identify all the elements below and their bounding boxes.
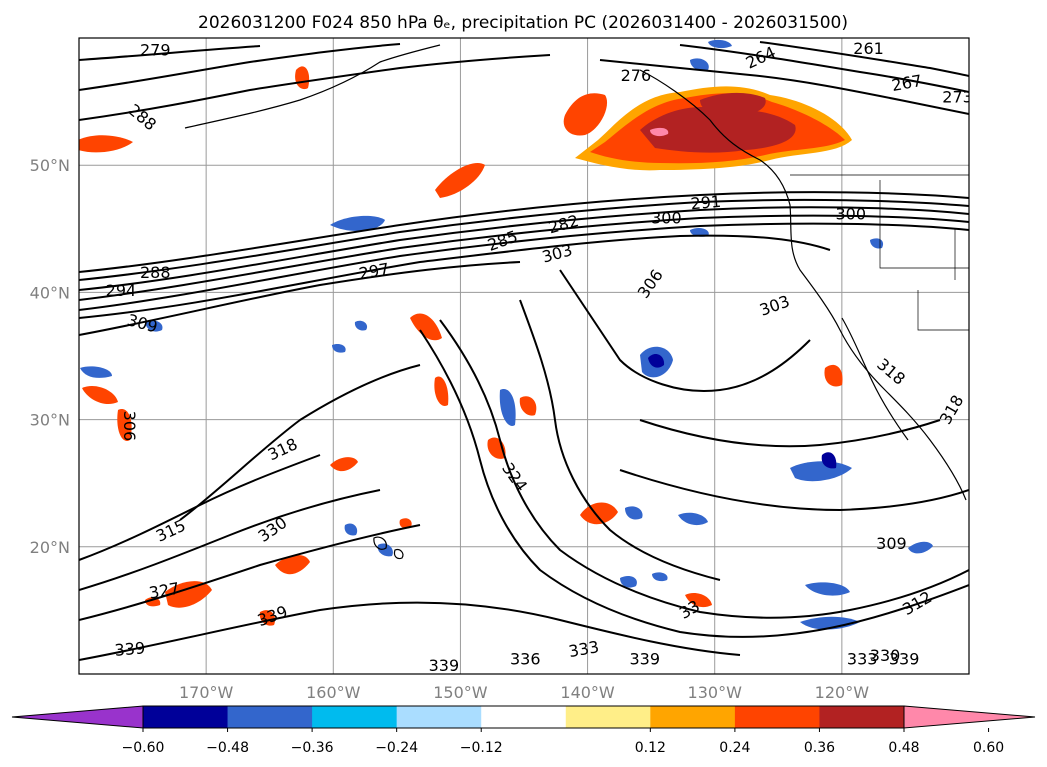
political-borders	[790, 174, 969, 331]
colorbar-tick-label: −0.24	[375, 740, 418, 756]
lat-tick-label: 30°N	[30, 411, 70, 430]
colorbar-swatch	[565, 706, 651, 728]
lon-tick-label: 120°W	[815, 683, 870, 702]
colorbar-swatch	[143, 706, 229, 728]
contour-label: 261	[853, 39, 884, 58]
colorbar-max-extend	[903, 705, 1036, 729]
contour-label: 288	[140, 263, 171, 282]
colorbar-tick-label: 0.24	[719, 740, 750, 756]
contour-label: 339	[429, 656, 460, 675]
contour-label: 309	[876, 534, 907, 553]
coastlines	[184, 44, 967, 560]
contour-label: 336	[510, 650, 541, 669]
colorbar-swatch	[650, 706, 736, 728]
contour-label: 273	[942, 88, 973, 107]
colorbar-tick-label: −0.36	[291, 740, 334, 756]
precip-negative-areas	[80, 39, 933, 630]
contour-label: 330	[870, 646, 901, 665]
contour-label: 300	[835, 205, 866, 224]
colorbar-swatch	[734, 706, 820, 728]
contour-label: 339	[114, 638, 146, 660]
theta-e-contours	[79, 41, 969, 661]
colorbar-swatch	[819, 706, 905, 728]
contour-label: 294	[106, 281, 137, 300]
colorbar-outline	[142, 705, 905, 729]
colorbar-tick-labels: −0.60 −0.48 −0.36 −0.24 −0.12 0.12 0.24 0.36 0.4…	[122, 728, 1004, 756]
lon-tick-label: 160°W	[306, 683, 361, 702]
colorbar	[11, 705, 1036, 729]
contour-label: 291	[690, 192, 722, 214]
contour-label: 300	[651, 208, 682, 227]
colorbar-tick-label: −0.60	[122, 740, 165, 756]
longitude-labels: 170°W 160°W 150°W 140°W 130°W 120°W	[179, 683, 869, 702]
contour-label: 276	[621, 66, 652, 85]
colorbar-swatch	[227, 706, 313, 728]
lon-tick-label: 170°W	[179, 683, 234, 702]
contour-label: 306	[120, 411, 139, 442]
map-title: 2026031200 F024 850 hPa θₑ, precipitatio…	[198, 13, 848, 33]
colorbar-swatch	[312, 706, 398, 728]
colorbar-tick-label: −0.48	[206, 740, 249, 756]
lat-tick-label: 20°N	[30, 538, 70, 557]
colorbar-tick-label: 0.36	[804, 740, 835, 756]
contour-label: 279	[140, 40, 171, 59]
lon-tick-label: 130°W	[688, 683, 743, 702]
contour-label: 339	[889, 650, 920, 669]
contour-label: 333	[847, 650, 878, 669]
latitude-labels: 50°N 40°N 30°N 20°N	[30, 156, 70, 557]
lat-tick-label: 50°N	[30, 156, 70, 175]
colorbar-tick-label: −0.12	[460, 740, 503, 756]
colorbar-swatch	[396, 706, 482, 728]
colorbar-tick-label: 0.12	[635, 740, 666, 756]
colorbar-tick-label: 0.48	[888, 740, 919, 756]
lat-tick-label: 40°N	[30, 283, 70, 302]
colorbar-min-extend	[11, 705, 144, 729]
contour-label: 339	[630, 650, 661, 669]
colorbar-tick-label: 0.60	[973, 740, 1004, 756]
colorbar-swatch	[481, 706, 567, 728]
lon-tick-label: 140°W	[560, 683, 615, 702]
lon-tick-label: 150°W	[433, 683, 488, 702]
